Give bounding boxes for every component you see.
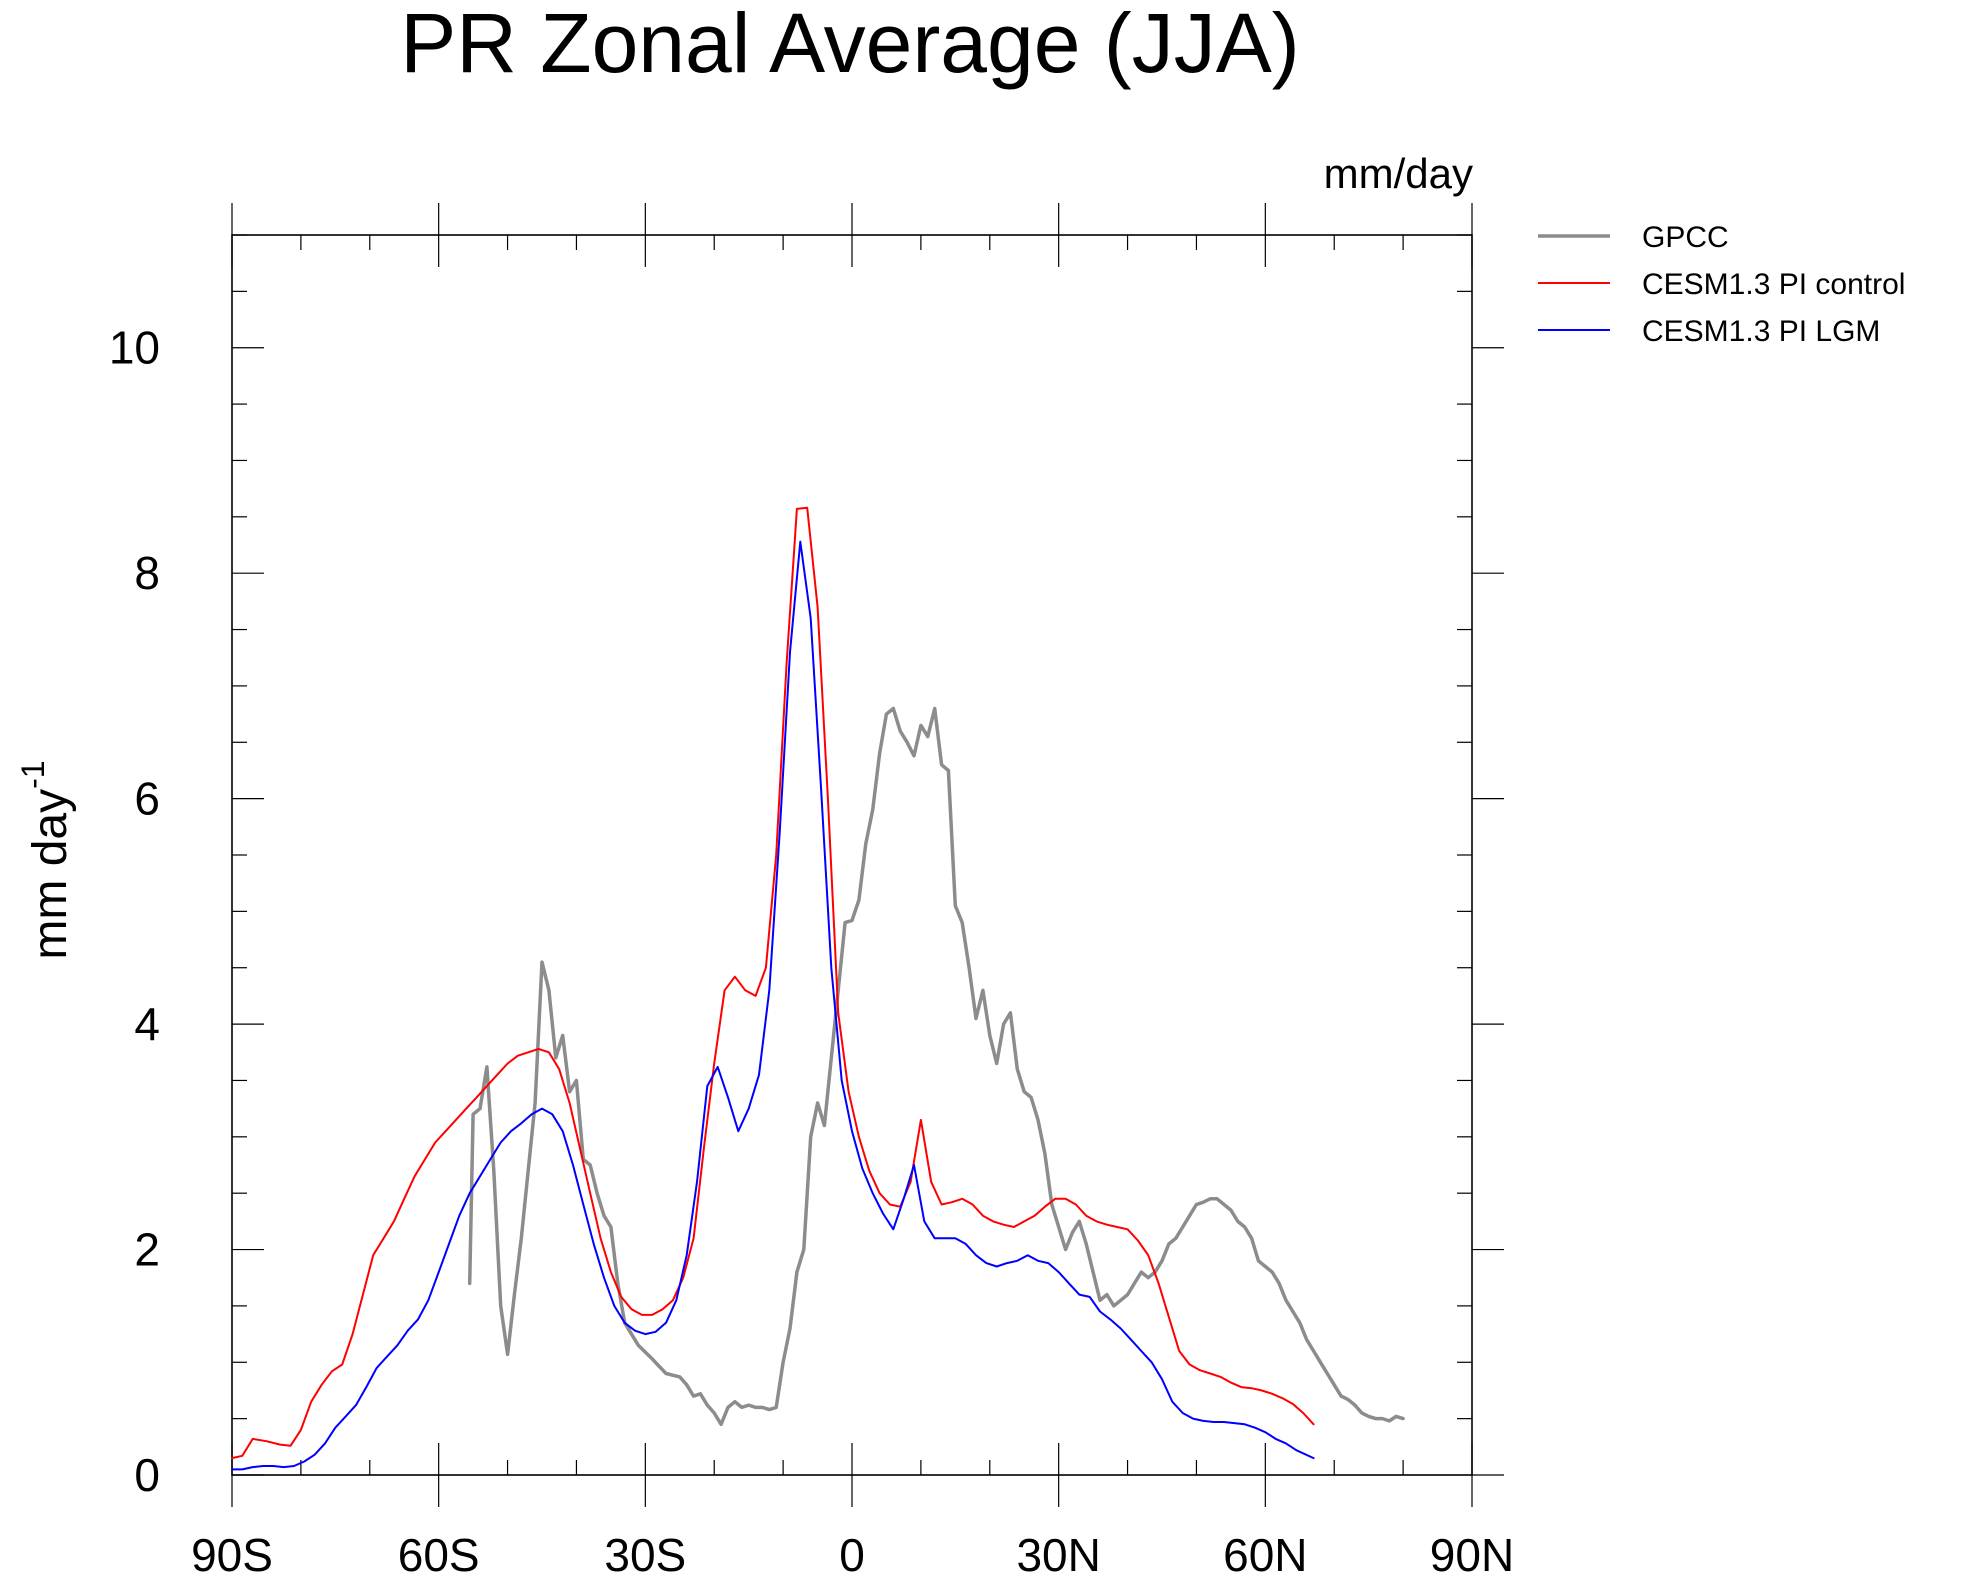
axis-tick-labels: 90S 60S 30S 0 30N 60N 90N 0 2 4 6 8 10 bbox=[109, 322, 1514, 1581]
x-tick-label: 0 bbox=[839, 1529, 865, 1581]
y-axis-label: mm day-1 bbox=[15, 760, 77, 959]
series-line-cesm1-3-pi-control bbox=[231, 506, 1315, 1460]
legend-label: CESM1.3 PI control bbox=[1642, 268, 1905, 301]
y-axis-label-exponent: -1 bbox=[15, 760, 51, 788]
svg-text:mm day-1: mm day-1 bbox=[15, 760, 77, 959]
y-tick-label: 6 bbox=[134, 773, 160, 825]
x-tick-label: 90N bbox=[1430, 1529, 1514, 1581]
data-series bbox=[231, 506, 1405, 1471]
y-tick-label: 0 bbox=[134, 1449, 160, 1501]
x-tick-label: 60N bbox=[1223, 1529, 1307, 1581]
y-axis-label-base: mm day bbox=[24, 789, 77, 960]
chart-title: PR Zonal Average (JJA) bbox=[400, 0, 1300, 90]
y-tick-label: 10 bbox=[109, 322, 160, 374]
y-tick-label: 4 bbox=[134, 998, 160, 1050]
y-tick-label: 8 bbox=[134, 547, 160, 599]
x-tick-label: 60S bbox=[398, 1529, 480, 1581]
units-label: mm/day bbox=[1324, 150, 1473, 197]
y-tick-label: 2 bbox=[134, 1224, 160, 1276]
x-tick-label: 30S bbox=[604, 1529, 686, 1581]
legend-label: CESM1.3 PI LGM bbox=[1642, 315, 1880, 348]
axis-ticks bbox=[231, 203, 1504, 1507]
x-tick-label: 90S bbox=[191, 1529, 273, 1581]
plot-frame bbox=[231, 234, 1473, 1476]
x-tick-label: 30N bbox=[1016, 1529, 1100, 1581]
legend: GPCC CESM1.3 PI control CESM1.3 PI LGM bbox=[1538, 221, 1905, 348]
series-line-cesm1-3-pi-lgm bbox=[231, 540, 1315, 1471]
legend-label: GPCC bbox=[1642, 221, 1729, 254]
series-line-gpcc bbox=[467, 706, 1405, 1427]
